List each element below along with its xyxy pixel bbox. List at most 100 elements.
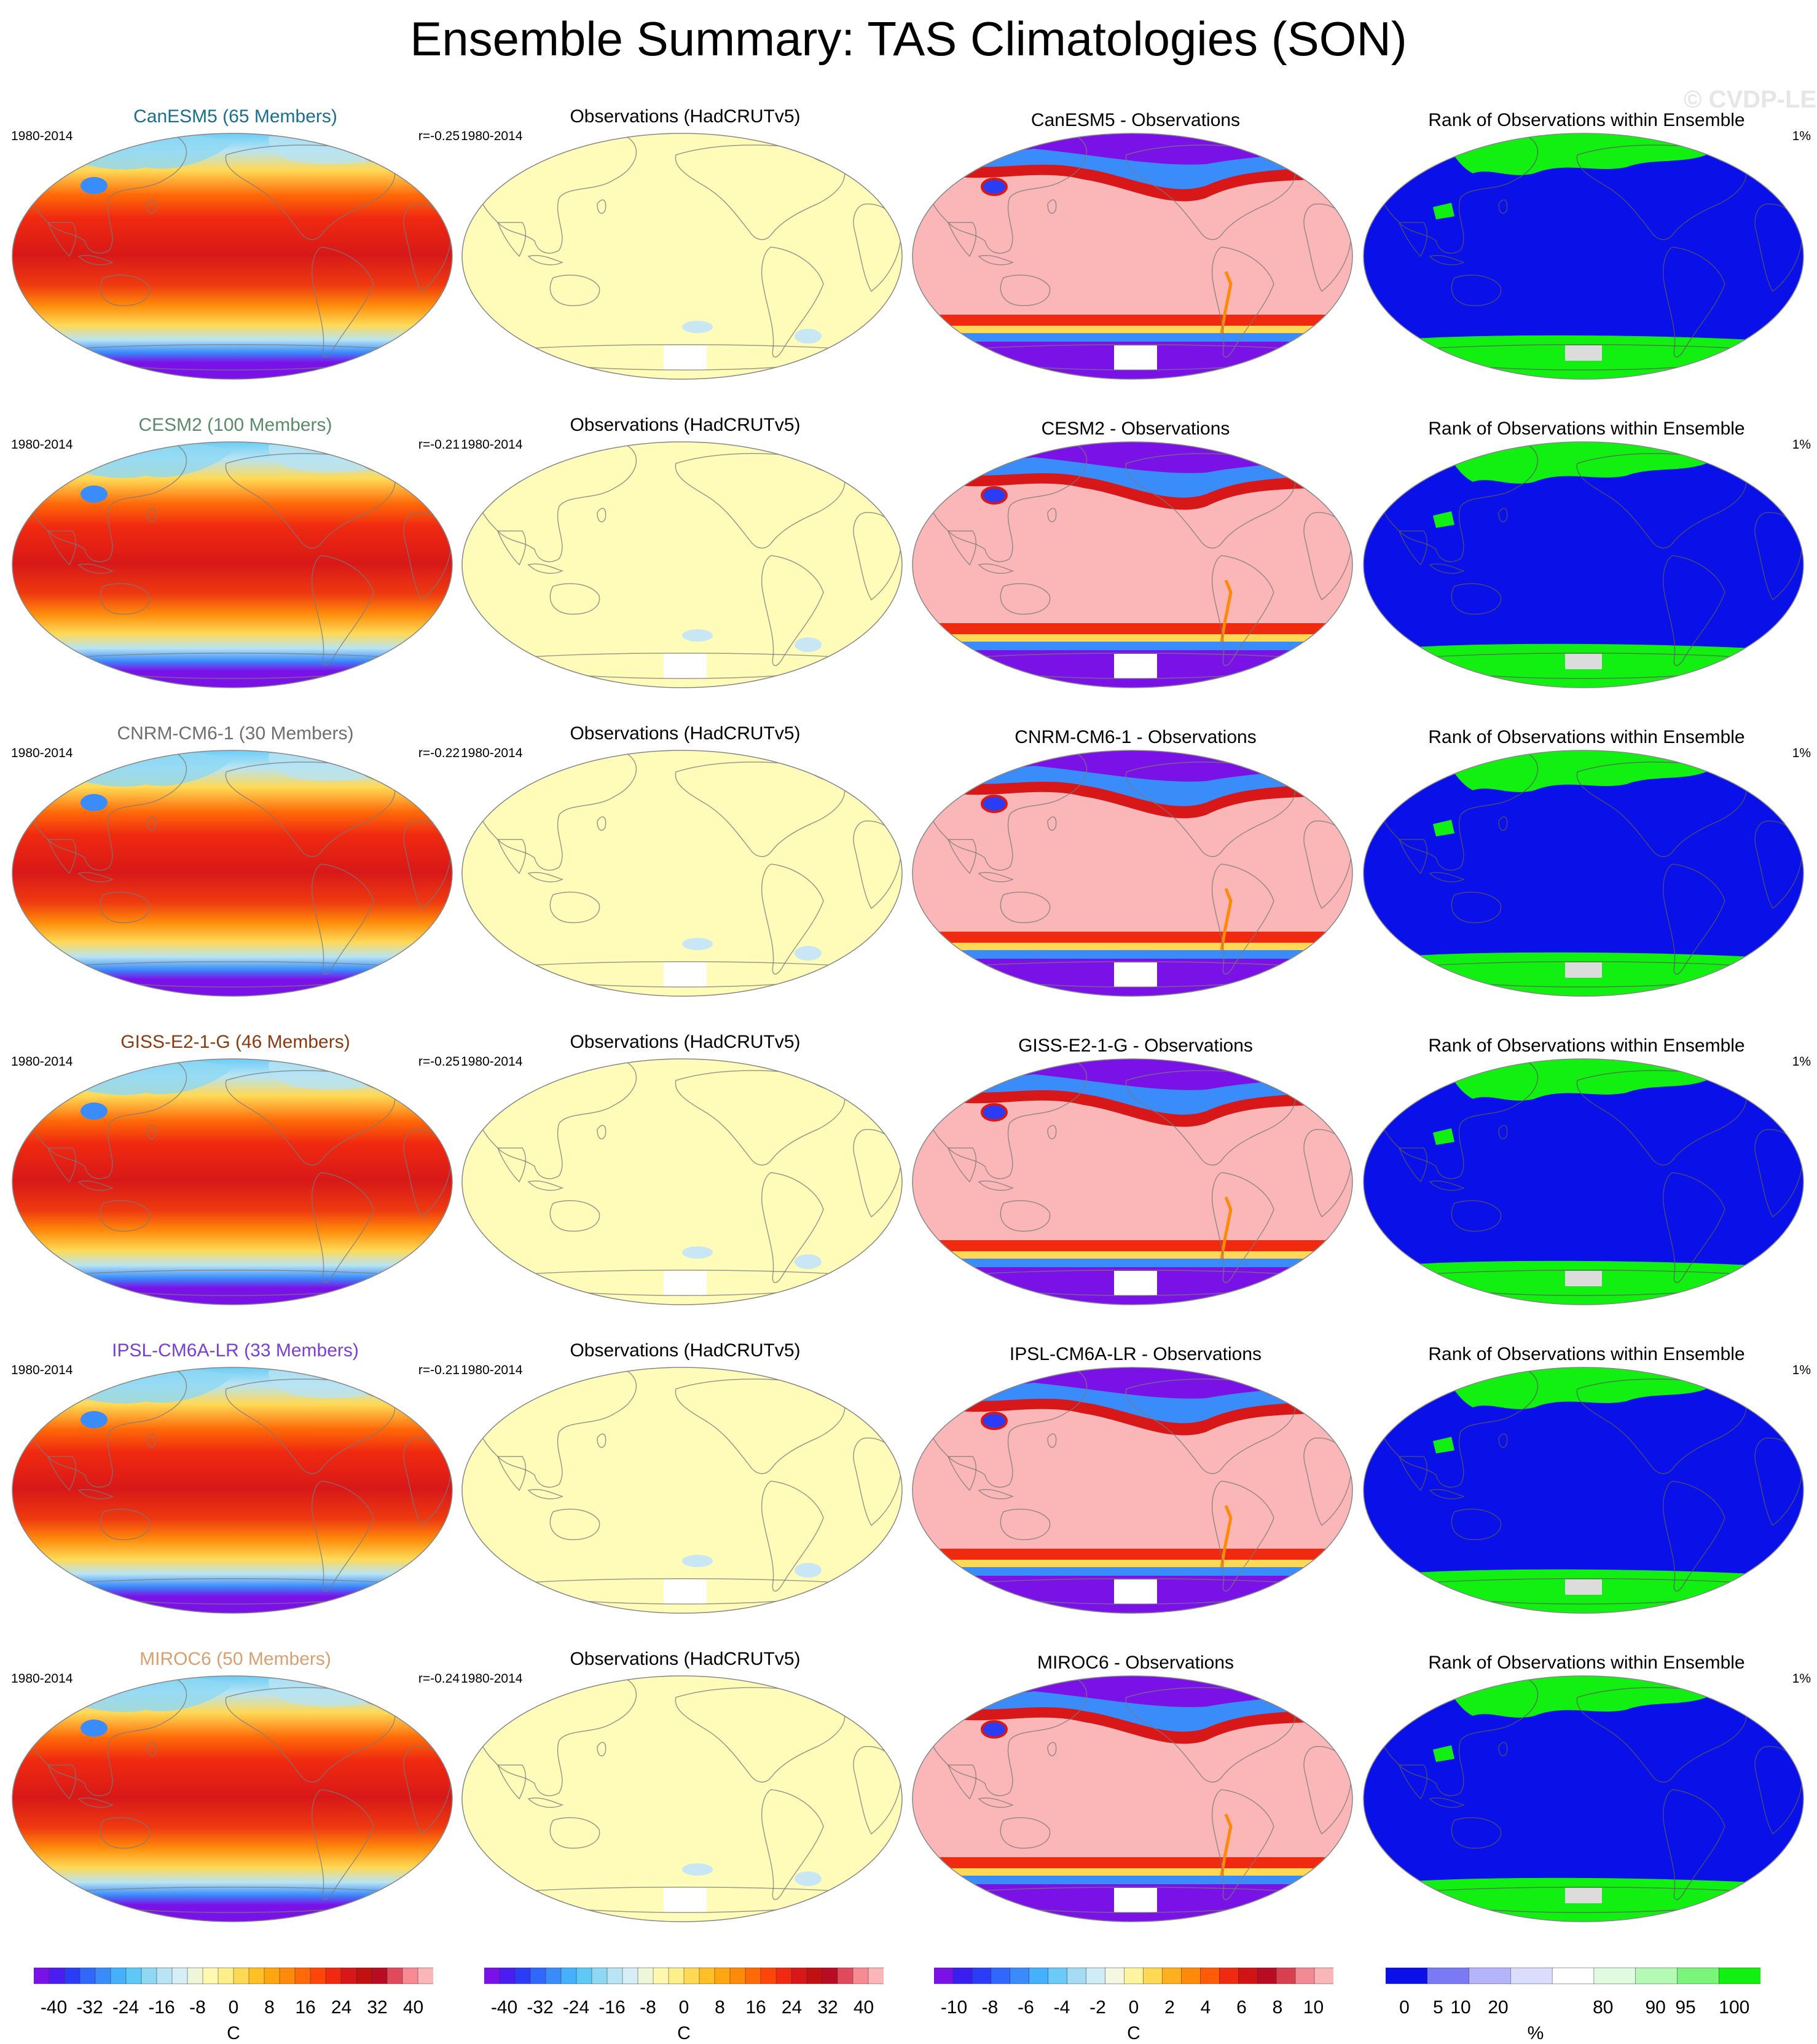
colorbar-tick-label: 0 [1399, 1997, 1410, 2018]
rank-panel-title: Rank of Observations within Ensemble [1428, 1653, 1745, 1673]
diff-panel: CanESM5 - Observations [911, 92, 1360, 399]
correlation-label: r=-0.21 [418, 1363, 460, 1377]
obs-panel: Observations (HadCRUTv5) 1980-2014 [461, 1635, 909, 1942]
colorbar-swatch [1181, 1967, 1201, 1984]
colorbar-swatch [806, 1967, 823, 1984]
colorbar-swatch [1238, 1967, 1258, 1984]
model-map-0 [12, 133, 453, 380]
rank-panel-title: Rank of Observations within Ensemble [1428, 1344, 1745, 1364]
colorbar-swatches [484, 1967, 884, 1984]
colorbar-tick-label: -8 [189, 1997, 206, 2018]
rank-percent-label: 1% [1792, 746, 1811, 760]
rank-panel-title: Rank of Observations within Ensemble [1428, 419, 1745, 439]
colorbar-swatch [387, 1967, 403, 1984]
model-panel-title: MIROC6 (50 Members) [139, 1649, 331, 1669]
colorbar-swatch [1257, 1967, 1277, 1984]
colorbar-swatch [745, 1967, 761, 1984]
colorbar-1: -40 -32 -24 -16 -8 0 8 16 24 32 40 C [484, 1967, 884, 2043]
model-panel: CNRM-CM6-1 (30 Members) 1980-2014 r=-0.22 [11, 709, 460, 1016]
obs-map-1 [461, 441, 903, 688]
colorbar-swatch [1718, 1967, 1761, 1984]
colorbar-swatch [760, 1967, 777, 1984]
model-panel-title: CanESM5 (65 Members) [133, 106, 337, 127]
colorbar-tick-label: 0 [678, 1997, 689, 2018]
colorbar-swatch [499, 1967, 516, 1984]
diff-panel-title: MIROC6 - Observations [1037, 1653, 1234, 1673]
colorbar-swatch [248, 1967, 265, 1984]
colorbar-swatch [683, 1967, 700, 1984]
colorbar-swatch [1510, 1967, 1553, 1984]
colorbar-tick-label: 5 [1433, 1997, 1443, 2018]
rank-percent-label: 1% [1792, 438, 1811, 452]
colorbar-swatch [1314, 1967, 1334, 1984]
colorbar-swatch [606, 1967, 623, 1984]
colorbar-swatch [775, 1967, 792, 1984]
rank-panel: Rank of Observations within Ensemble 1% [1362, 709, 1811, 1016]
colorbar-swatch [264, 1967, 280, 1984]
model-panel-title: IPSL-CM6A-LR (33 Members) [112, 1340, 359, 1361]
colorbar-tick-label: -32 [76, 1997, 103, 2018]
colorbar-swatch [837, 1967, 854, 1984]
colorbar-tick-label: 10 [1303, 1997, 1324, 2018]
rank-panel-title: Rank of Observations within Ensemble [1428, 1036, 1745, 1056]
colorbar-tick-label: 10 [1450, 1997, 1471, 2018]
model-panel: GISS-E2-1-G (46 Members) 1980-2014 r=-0.25 [11, 1018, 460, 1325]
colorbar-swatch [1029, 1967, 1049, 1984]
period-label: 1980-2014 [11, 438, 73, 452]
colorbar-tick-label: -8 [981, 1997, 999, 2018]
colorbar-tick-label: 24 [331, 1997, 352, 2018]
colorbar-tick-label: 20 [1488, 1997, 1509, 2018]
colorbar-swatch [868, 1967, 884, 1984]
colorbar-tick-label: -6 [1018, 1997, 1034, 2018]
colorbar-swatch [141, 1967, 157, 1984]
colorbar-swatch [218, 1967, 234, 1984]
colorbar-swatch [279, 1967, 296, 1984]
colorbar-tick-label: -8 [640, 1997, 656, 2018]
model-panel-title: CESM2 (100 Members) [138, 415, 332, 435]
colorbar-tick-label: 4 [1200, 1997, 1211, 2018]
colorbar-tick-label: 2 [1164, 1997, 1175, 2018]
colorbar-tick-label: 40 [402, 1997, 424, 2018]
colorbar-tick-label: 16 [295, 1997, 316, 2018]
colorbar-ticks: -40 -32 -24 -16 -8 0 8 16 24 32 40 [34, 1997, 433, 2022]
colorbar-tick-label: -10 [940, 1997, 968, 2018]
model-panel: CanESM5 (65 Members) 1980-2014 r=-0.25 [11, 92, 460, 399]
colorbar-swatch [933, 1967, 954, 1984]
colorbar-swatch [79, 1967, 96, 1984]
model-panel: IPSL-CM6A-LR (33 Members) 1980-2014 r=-0.2… [11, 1326, 460, 1633]
colorbar-swatch [125, 1967, 142, 1984]
colorbar-ticks: -40 -32 -24 -16 -8 0 8 16 24 32 40 [484, 1997, 884, 2022]
colorbar-swatch [714, 1967, 731, 1984]
obs-panel-title: Observations (HadCRUTv5) [570, 1340, 801, 1361]
model-map-2 [12, 750, 453, 997]
obs-panel: Observations (HadCRUTv5) 1980-2014 [461, 401, 909, 708]
diff-panel-title: CanESM5 - Observations [1030, 110, 1241, 130]
period-label: 1980-2014 [11, 1055, 73, 1069]
colorbar-3: 0 5 10 20 80 90 95 100% [1385, 1967, 1761, 2043]
diff-panel: CESM2 - Observations [911, 401, 1360, 708]
period-label: 1980-2014 [11, 1363, 73, 1377]
colorbar-0: -40 -32 -24 -16 -8 0 8 16 24 32 40 C [33, 1967, 434, 2043]
model-map-4 [12, 1367, 453, 1614]
model-panel-title: CNRM-CM6-1 (30 Members) [117, 723, 354, 744]
colorbar-swatch [560, 1967, 577, 1984]
period-label: 1980-2014 [11, 746, 73, 760]
colorbar-swatch [156, 1967, 173, 1984]
colorbar-swatch [1143, 1967, 1163, 1984]
colorbar-tick-label: -40 [490, 1997, 518, 2018]
rank-map-3 [1363, 1058, 1804, 1305]
rank-map-4 [1363, 1367, 1804, 1614]
model-panel-title: GISS-E2-1-G (46 Members) [120, 1032, 350, 1052]
rank-map-2 [1363, 750, 1804, 997]
rank-panel: Rank of Observations within Ensemble 1% [1362, 1635, 1811, 1942]
colorbar-swatch [637, 1967, 654, 1984]
obs-panel-title: Observations (HadCRUTv5) [570, 723, 801, 744]
colorbar-swatch [622, 1967, 638, 1984]
diff-panel: IPSL-CM6A-LR - Observations [911, 1326, 1360, 1633]
colorbar-tick-label: -24 [112, 1997, 139, 2018]
correlation-label: r=-0.22 [418, 746, 460, 760]
colorbar-tick-label: 16 [745, 1997, 766, 2018]
colorbar-unit: C [677, 2023, 691, 2043]
colorbar-tick-label: 8 [715, 1997, 725, 2018]
rank-percent-label: 1% [1792, 1672, 1811, 1686]
